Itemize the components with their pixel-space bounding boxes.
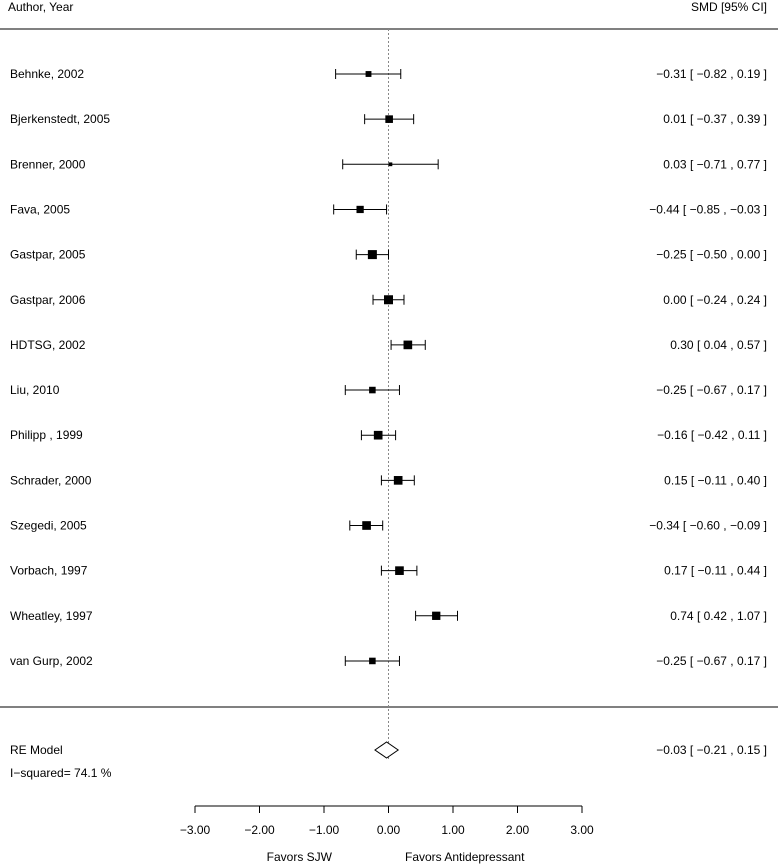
study-estimate-text: 0.01 [ −0.37 , 0.39 ] <box>663 112 767 126</box>
heterogeneity-text: I−squared= 74.1 % <box>10 766 112 780</box>
x-tick-label: −3.00 <box>180 823 211 837</box>
point-estimate-square <box>369 657 376 665</box>
study-label: Behnke, 2002 <box>10 67 84 81</box>
study-label: Gastpar, 2005 <box>10 248 86 262</box>
study-label: Bjerkenstedt, 2005 <box>10 112 110 126</box>
x-tick-label: 1.00 <box>441 823 465 837</box>
study-row: van Gurp, 2002 −0.25 [ −0.67 , 0.17 ] <box>10 654 767 668</box>
point-estimate-square <box>403 340 413 350</box>
summary-estimate-text: −0.03 [ −0.21 , 0.15 ] <box>656 743 767 757</box>
point-estimate-square <box>373 430 383 440</box>
x-axis: −3.00 −2.00 −1.00 0.00 1.00 2.00 3.00 <box>180 805 594 837</box>
x-tick-label: −2.00 <box>244 823 275 837</box>
point-estimate-square <box>388 162 393 167</box>
favors-right-label: Favors Antidepressant <box>405 850 525 864</box>
x-tick-label: 3.00 <box>570 823 594 837</box>
study-row: Brenner, 2000 0.03 [ −0.71 , 0.77 ] <box>10 157 767 171</box>
study-estimate-text: −0.16 [ −0.42 , 0.11 ] <box>657 428 767 442</box>
point-estimate-square <box>385 115 393 123</box>
study-estimate-text: −0.25 [ −0.67 , 0.17 ] <box>656 383 767 397</box>
study-estimate-text: −0.25 [ −0.50 , 0.00 ] <box>656 248 767 262</box>
summary-label: RE Model <box>10 743 63 757</box>
study-row: Bjerkenstedt, 2005 0.01 [ −0.37 , 0.39 ] <box>10 112 767 126</box>
study-label: Philipp , 1999 <box>10 428 83 442</box>
study-label: Wheatley, 1997 <box>10 609 93 623</box>
point-estimate-square <box>384 295 393 305</box>
point-estimate-square <box>365 71 372 77</box>
study-row: Vorbach, 1997 0.17 [ −0.11 , 0.44 ] <box>10 564 767 578</box>
study-estimate-text: −0.44 [ −0.85 , −0.03 ] <box>649 202 767 216</box>
study-label: Szegedi, 2005 <box>10 519 87 533</box>
point-estimate-square <box>432 611 441 620</box>
summary-diamond <box>374 741 400 759</box>
favors-left-label: Favors SJW <box>267 850 333 864</box>
study-label: van Gurp, 2002 <box>10 654 93 668</box>
x-tick-label: 2.00 <box>506 823 530 837</box>
study-label: HDTSG, 2002 <box>10 338 86 352</box>
study-estimate-text: 0.00 [ −0.24 , 0.24 ] <box>663 293 767 307</box>
point-estimate-square <box>393 476 403 485</box>
study-estimate-text: 0.03 [ −0.71 , 0.77 ] <box>663 157 767 171</box>
study-estimate-text: 0.30 [ 0.04 , 0.57 ] <box>670 338 767 352</box>
study-row: Philipp , 1999 −0.16 [ −0.42 , 0.11 ] <box>10 428 767 442</box>
study-row: Liu, 2010 −0.25 [ −0.67 , 0.17 ] <box>10 383 767 397</box>
study-label: Fava, 2005 <box>10 202 70 216</box>
study-row: Behnke, 2002 −0.31 [ −0.82 , 0.19 ] <box>10 67 767 81</box>
study-estimate-text: 0.17 [ −0.11 , 0.44 ] <box>664 564 767 578</box>
study-estimate-text: 0.74 [ 0.42 , 1.07 ] <box>670 609 767 623</box>
study-estimate-text: −0.31 [ −0.82 , 0.19 ] <box>656 67 767 81</box>
point-estimate-square <box>362 521 371 530</box>
study-estimate-text: 0.15 [ −0.11 , 0.40 ] <box>664 473 767 487</box>
study-row: Gastpar, 2005 −0.25 [ −0.50 , 0.00 ] <box>10 248 767 262</box>
study-row: Gastpar, 2006 0.00 [ −0.24 , 0.24 ] <box>10 293 767 307</box>
study-estimate-text: −0.25 [ −0.67 , 0.17 ] <box>656 654 767 668</box>
study-estimate-text: −0.34 [ −0.60 , −0.09 ] <box>649 519 767 533</box>
study-label: Brenner, 2000 <box>10 157 86 171</box>
point-estimate-square <box>395 566 404 575</box>
point-estimate-square <box>356 205 364 214</box>
study-column-header: Author, Year <box>8 0 73 14</box>
study-label: Schrader, 2000 <box>10 473 92 487</box>
x-tick-label: 0.00 <box>377 823 401 837</box>
x-tick-label: −1.00 <box>309 823 340 837</box>
study-label: Gastpar, 2006 <box>10 293 86 307</box>
study-rows: Behnke, 2002 −0.31 [ −0.82 , 0.19 ] Bjerke… <box>10 67 767 668</box>
effect-column-header: SMD [95% CI] <box>691 0 767 14</box>
study-row: Fava, 2005 −0.44 [ −0.85 , −0.03 ] <box>10 202 767 216</box>
study-row: HDTSG, 2002 0.30 [ 0.04 , 0.57 ] <box>10 338 767 352</box>
study-label: Vorbach, 1997 <box>10 564 88 578</box>
study-label: Liu, 2010 <box>10 383 60 397</box>
study-row: Szegedi, 2005 −0.34 [ −0.60 , −0.09 ] <box>10 519 767 533</box>
study-row: Schrader, 2000 0.15 [ −0.11 , 0.40 ] <box>10 473 767 487</box>
study-row: Wheatley, 1997 0.74 [ 0.42 , 1.07 ] <box>10 609 767 623</box>
point-estimate-square <box>369 386 376 394</box>
point-estimate-square <box>367 250 377 260</box>
